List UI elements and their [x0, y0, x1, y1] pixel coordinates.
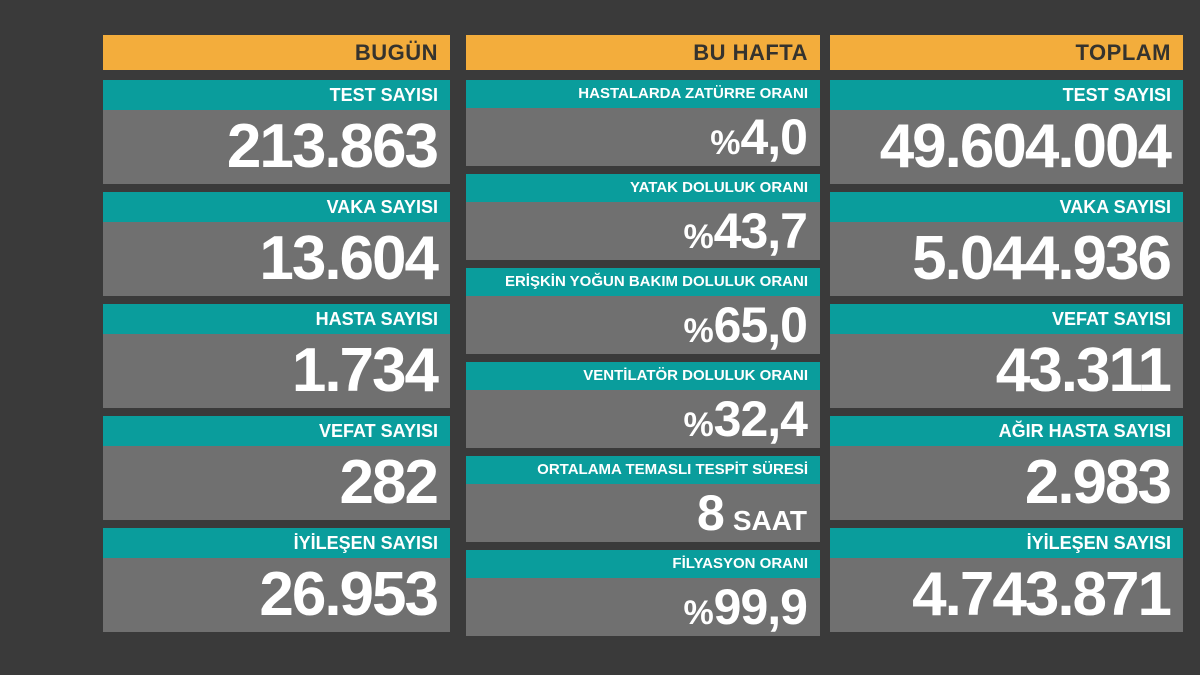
stat-value: 43,7 [713, 203, 808, 259]
stat-label: TEST SAYISI [830, 80, 1183, 110]
stat-value: 4.743.871 [912, 560, 1172, 629]
stat-value-area: 43.311 [830, 334, 1183, 408]
stat-label: HASTALARDA ZATÜRRE ORANI [466, 80, 820, 108]
stat-label: VEFAT SAYISI [103, 416, 450, 446]
stat-value-area: % 4,0 [466, 108, 820, 166]
stat-label: VENTİLATÖR DOLULUK ORANI [466, 362, 820, 390]
stat-card-total-vaka: VAKA SAYISI 5.044.936 [830, 192, 1183, 296]
stat-card-total-test: TEST SAYISI 49.604.004 [830, 80, 1183, 184]
stat-card-week-ventilator: VENTİLATÖR DOLULUK ORANI % 32,4 [466, 362, 820, 448]
column-header-this-week: BU HAFTA [466, 35, 820, 70]
stat-label: İYİLEŞEN SAYISI [830, 528, 1183, 558]
stat-value-area: 5.044.936 [830, 222, 1183, 296]
stat-label: VEFAT SAYISI [830, 304, 1183, 334]
stat-label: AĞIR HASTA SAYISI [830, 416, 1183, 446]
percent-sign: % [683, 406, 714, 444]
stat-value-area: % 43,7 [466, 202, 820, 260]
stat-label: İYİLEŞEN SAYISI [103, 528, 450, 558]
stat-value-area: 49.604.004 [830, 110, 1183, 184]
stat-value: 213.863 [226, 112, 439, 181]
stat-value-area: 213.863 [103, 110, 450, 184]
stat-value: 43.311 [995, 336, 1172, 405]
stat-label: ORTALAMA TEMASLI TESPİT SÜRESİ [466, 456, 820, 484]
stat-card-total-vefat: VEFAT SAYISI 43.311 [830, 304, 1183, 408]
stat-value-area: 26.953 [103, 558, 450, 632]
stat-value: 8 [697, 485, 725, 541]
stat-label: FİLYASYON ORANI [466, 550, 820, 578]
stat-value: 1.734 [291, 336, 439, 405]
stat-value: 5.044.936 [912, 224, 1172, 293]
stat-label: VAKA SAYISI [830, 192, 1183, 222]
stat-value-area: 2.983 [830, 446, 1183, 520]
stat-value-area: 282 [103, 446, 450, 520]
stat-value-area: % 65,0 [466, 296, 820, 354]
stat-value-area: 4.743.871 [830, 558, 1183, 632]
stat-value-area: 1.734 [103, 334, 450, 408]
stat-value: 65,0 [713, 297, 808, 353]
column-today: BUGÜN TEST SAYISI 213.863 VAKA SAYISI 13… [103, 35, 450, 640]
stat-card-week-yogun-bakim: ERİŞKİN YOĞUN BAKIM DOLULUK ORANI % 65,0 [466, 268, 820, 354]
stat-card-total-agir-hasta: AĞIR HASTA SAYISI 2.983 [830, 416, 1183, 520]
column-header-total: TOPLAM [830, 35, 1183, 70]
stat-label: VAKA SAYISI [103, 192, 450, 222]
stat-card-today-vaka: VAKA SAYISI 13.604 [103, 192, 450, 296]
percent-sign: % [683, 594, 714, 632]
stat-value: 99,9 [713, 579, 808, 635]
stat-label: TEST SAYISI [103, 80, 450, 110]
stat-card-week-temasli-sure: ORTALAMA TEMASLI TESPİT SÜRESİ 8 SAAT [466, 456, 820, 542]
column-total: TOPLAM TEST SAYISI 49.604.004 VAKA SAYIS… [830, 35, 1183, 640]
stat-value: 26.953 [259, 560, 439, 629]
stat-value: 13.604 [259, 224, 439, 293]
stat-value-area: % 99,9 [466, 578, 820, 636]
stat-card-today-vefat: VEFAT SAYISI 282 [103, 416, 450, 520]
stat-value-area: 8 SAAT [466, 484, 820, 542]
stat-label: YATAK DOLULUK ORANI [466, 174, 820, 202]
stat-value: 4,0 [740, 109, 808, 165]
stat-value: 32,4 [713, 391, 808, 447]
stat-value: 49.604.004 [879, 112, 1172, 181]
stat-card-week-zaturre: HASTALARDA ZATÜRRE ORANI % 4,0 [466, 80, 820, 166]
column-header-today: BUGÜN [103, 35, 450, 70]
stat-card-total-iyilesen: İYİLEŞEN SAYISI 4.743.871 [830, 528, 1183, 632]
stat-card-today-test: TEST SAYISI 213.863 [103, 80, 450, 184]
percent-sign: % [683, 218, 714, 256]
stat-card-week-yatak: YATAK DOLULUK ORANI % 43,7 [466, 174, 820, 260]
stat-value-area: 13.604 [103, 222, 450, 296]
stat-label: ERİŞKİN YOĞUN BAKIM DOLULUK ORANI [466, 268, 820, 296]
percent-sign: % [710, 124, 741, 162]
stat-card-week-filyasyon: FİLYASYON ORANI % 99,9 [466, 550, 820, 636]
stat-unit: SAAT [732, 505, 807, 536]
stat-value: 2.983 [1024, 448, 1172, 517]
stat-label: HASTA SAYISI [103, 304, 450, 334]
stat-card-today-hasta: HASTA SAYISI 1.734 [103, 304, 450, 408]
stat-value: 282 [339, 448, 439, 517]
percent-sign: % [683, 312, 714, 350]
column-this-week: BU HAFTA HASTALARDA ZATÜRRE ORANI % 4,0 … [466, 35, 820, 644]
stat-value-area: % 32,4 [466, 390, 820, 448]
stat-card-today-iyilesen: İYİLEŞEN SAYISI 26.953 [103, 528, 450, 632]
